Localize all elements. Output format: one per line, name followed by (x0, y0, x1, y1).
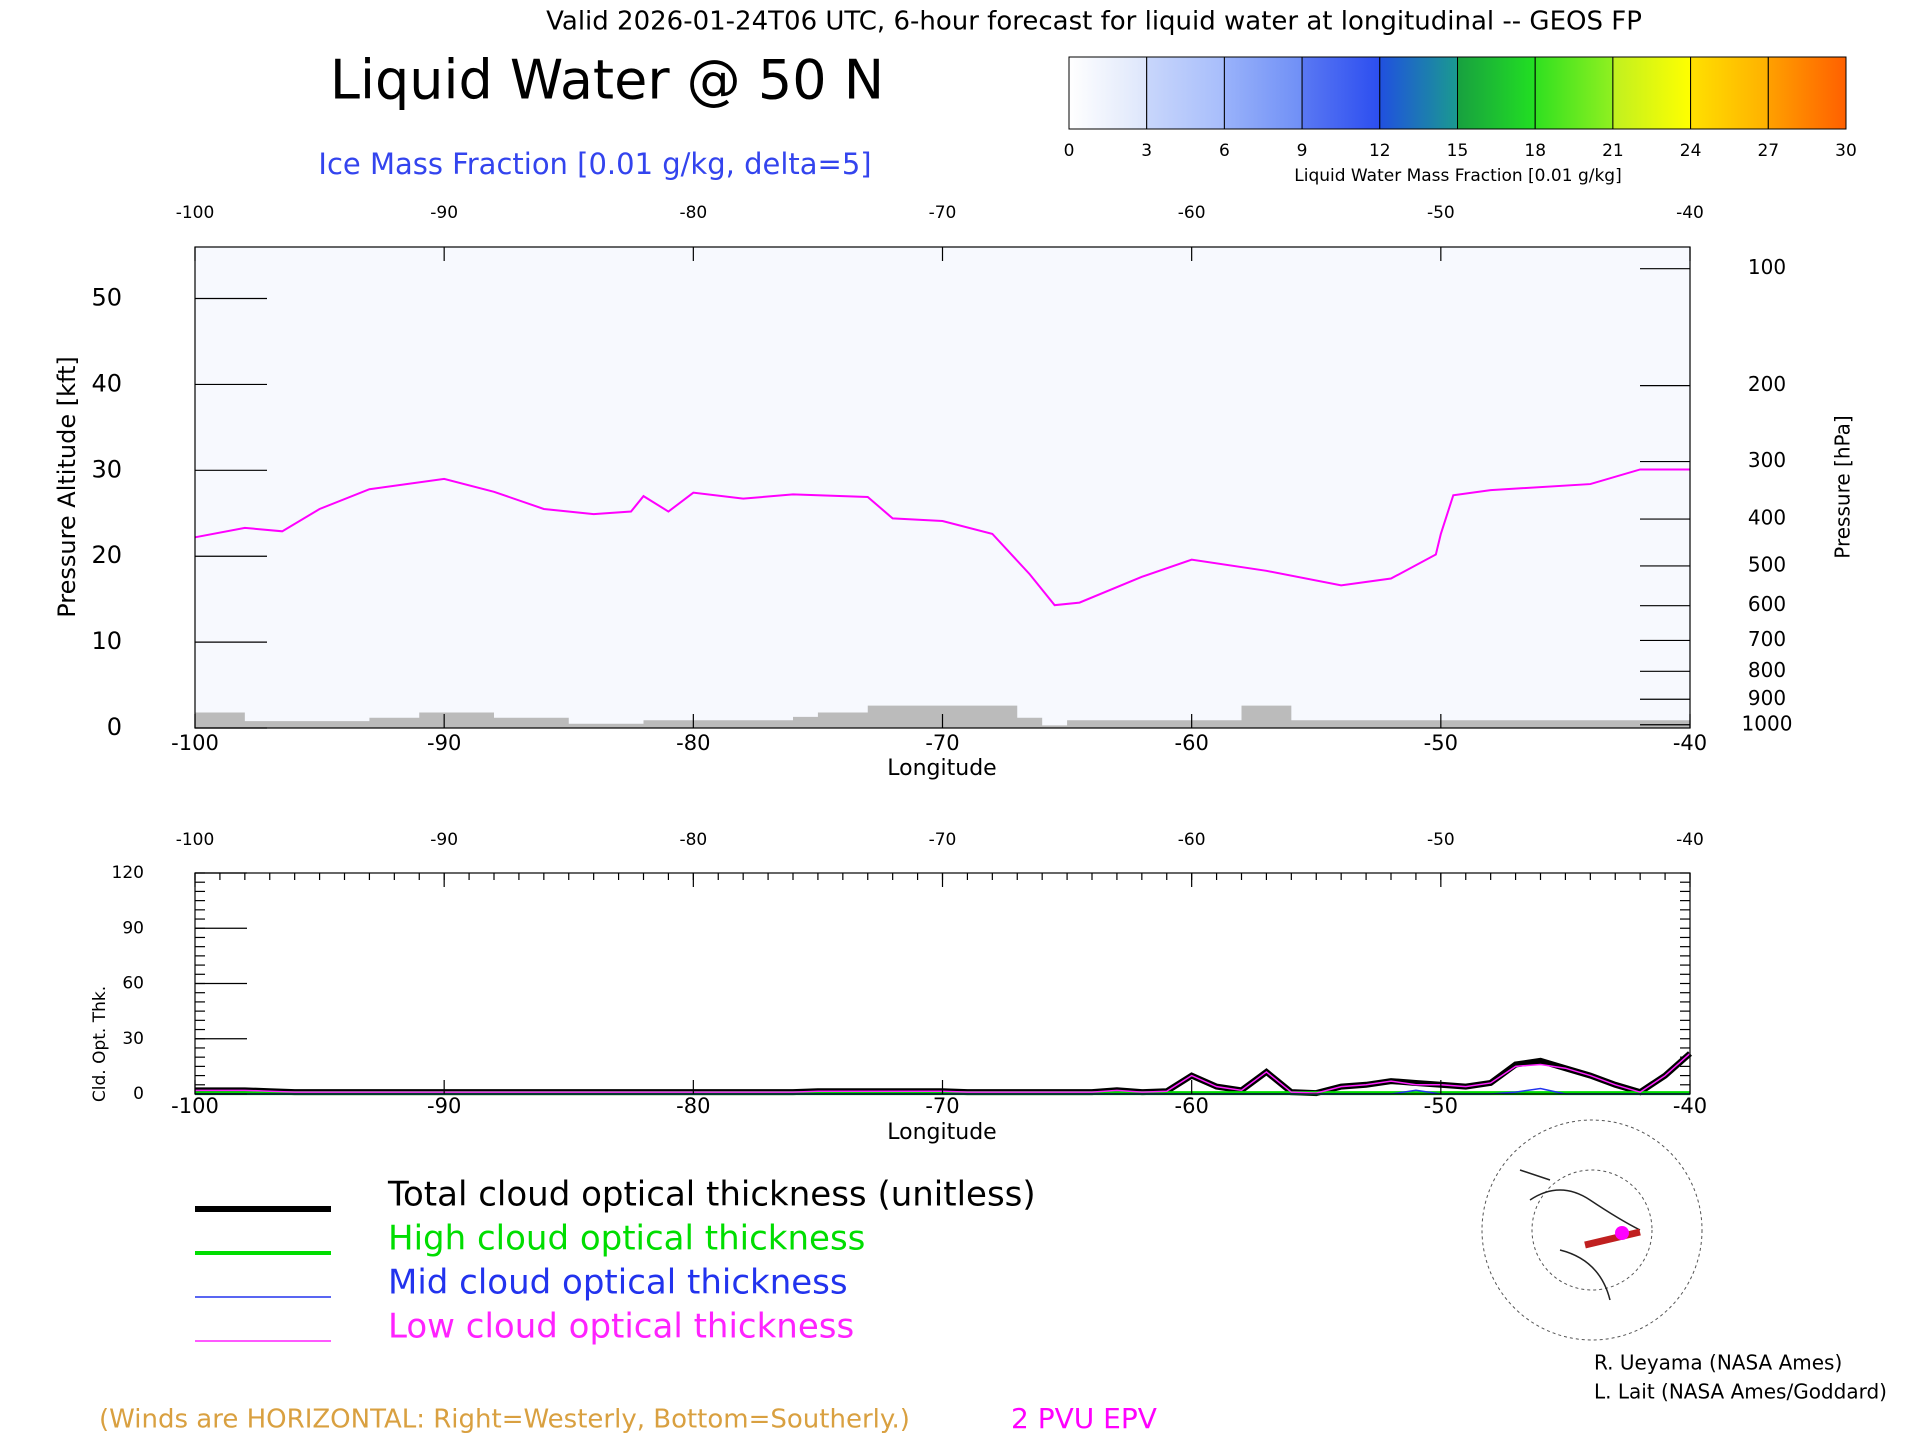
map-grid (1531, 1169, 1653, 1291)
map-coast (1519, 1169, 1641, 1301)
legend-label: Mid cloud optical thickness (388, 1263, 848, 1303)
y-tick-label: 10 (91, 627, 122, 655)
x-tick-label: -100 (176, 830, 215, 850)
x-tick-label: -50 (1427, 830, 1455, 850)
x-tick-label: -90 (430, 830, 458, 850)
epv-label: 2 PVU EPV (1011, 1402, 1157, 1435)
x-tick-label: -60 (1178, 830, 1206, 850)
y2-tick-label: 800 (1748, 658, 1786, 682)
legend-label: High cloud optical thickness (388, 1219, 865, 1259)
credit: R. Ueyama (NASA Ames) (1594, 1351, 1842, 1375)
colorbar-tick-label: 30 (1835, 141, 1857, 161)
colorbar-tick-label: 9 (1297, 141, 1308, 161)
x-tick-label: -40 (1676, 203, 1704, 223)
y-tick-label: 0 (107, 713, 122, 741)
colorbar-tick-label: 6 (1219, 141, 1230, 161)
x-tick-label: -50 (1424, 1094, 1458, 1118)
y-axis-label: Pressure Altitude [kft] (53, 356, 81, 618)
y-tick-label: 0 (133, 1084, 144, 1104)
y-tick-label: 30 (122, 1029, 144, 1049)
colorbar-bin (1379, 56, 1459, 130)
colorbar-bin (1534, 56, 1614, 130)
map-inset (1481, 1119, 1703, 1341)
colorbar-tick-label: 12 (1369, 141, 1391, 161)
y2-tick-label: 200 (1748, 372, 1786, 396)
colorbar-bin (1690, 56, 1769, 130)
x-tick-label: -40 (1673, 1094, 1707, 1118)
x-tick-label: -70 (925, 1094, 959, 1118)
y2-tick-label: 500 (1748, 552, 1786, 576)
x-tick-label: -60 (1178, 203, 1206, 223)
x-tick-label: -80 (679, 203, 707, 223)
x-tick-label: -70 (925, 731, 959, 755)
y-tick-label: 40 (91, 369, 122, 397)
x-tick-label: -70 (929, 203, 957, 223)
plot-area (195, 247, 1690, 728)
colorbar-tick-label: 0 (1064, 141, 1075, 161)
colorbar-bin (1068, 56, 1148, 130)
x-tick-label: -80 (679, 830, 707, 850)
x-tick-label: -100 (171, 1094, 219, 1118)
y2-tick-label: 1000 (1742, 711, 1793, 735)
colorbar-bin (1457, 56, 1536, 130)
header: Valid 2026-01-24T06 UTC, 6-hour forecast… (546, 7, 1642, 37)
x-tick-label: -40 (1676, 830, 1704, 850)
legend-label: Total cloud optical thickness (unitless) (387, 1175, 1036, 1215)
x-tick-label: -100 (176, 203, 215, 223)
x-tick-label: -90 (430, 203, 458, 223)
y2-tick-label: 300 (1748, 448, 1786, 472)
colorbar-bin (1767, 56, 1847, 130)
y-tick-label: 120 (112, 863, 144, 883)
x-tick-label: -70 (929, 830, 957, 850)
x-axis-label: Longitude (887, 756, 996, 781)
x-axis-label: Longitude (887, 1120, 996, 1145)
y2-tick-label: 100 (1748, 255, 1786, 279)
y2-tick-label: 700 (1748, 627, 1786, 651)
x-tick-label: -100 (171, 731, 219, 755)
x-tick-label: -60 (1175, 731, 1209, 755)
colorbar-bin (1301, 56, 1381, 130)
y-tick-label: 90 (122, 918, 144, 938)
y2-axis-label: Pressure [hPa] (1831, 415, 1855, 558)
x-tick-label: -60 (1175, 1094, 1209, 1118)
colorbar-tick-label: 18 (1524, 141, 1546, 161)
y-axis-label: Cld. Opt. Thk. (90, 986, 110, 1102)
map-track (1584, 1228, 1641, 1249)
colorbar-tick-label: 21 (1602, 141, 1624, 161)
x-tick-label: -90 (427, 1094, 461, 1118)
colorbar-title: Liquid Water Mass Fraction [0.01 g/kg] (1294, 166, 1621, 186)
colorbar-tick-label: 3 (1141, 141, 1152, 161)
x-tick-label: -40 (1673, 731, 1707, 755)
colorbar-bin (1146, 56, 1225, 130)
colorbar-bin (1223, 56, 1303, 130)
footnote: (Winds are HORIZONTAL: Right=Westerly, B… (99, 1405, 910, 1435)
y-tick-label: 50 (91, 284, 122, 312)
y2-tick-label: 400 (1748, 506, 1786, 530)
x-tick-label: -50 (1427, 203, 1455, 223)
colorbar-tick-label: 27 (1757, 141, 1779, 161)
y-tick-label: 20 (91, 541, 122, 569)
x-tick-label: -50 (1424, 731, 1458, 755)
y-tick-label: 60 (122, 974, 144, 994)
x-tick-label: -80 (676, 731, 710, 755)
y2-tick-label: 600 (1748, 592, 1786, 616)
colorbar-bin (1612, 56, 1692, 130)
y2-tick-label: 900 (1748, 686, 1786, 710)
x-tick-label: -80 (676, 1094, 710, 1118)
epv-line (194, 468, 1690, 607)
title: Liquid Water @ 50 N (330, 49, 884, 112)
colorbar-tick-label: 15 (1447, 141, 1469, 161)
y-tick-label: 30 (91, 455, 122, 483)
colorbar-tick-label: 24 (1680, 141, 1702, 161)
legend-label: Low cloud optical thickness (388, 1307, 854, 1347)
x-tick-label: -90 (427, 731, 461, 755)
credit: L. Lait (NASA Ames/Goddard) (1594, 1380, 1887, 1404)
map-grid (1481, 1119, 1703, 1341)
subtitle: Ice Mass Fraction [0.01 g/kg, delta=5] (318, 147, 871, 181)
map-point (1615, 1226, 1629, 1240)
